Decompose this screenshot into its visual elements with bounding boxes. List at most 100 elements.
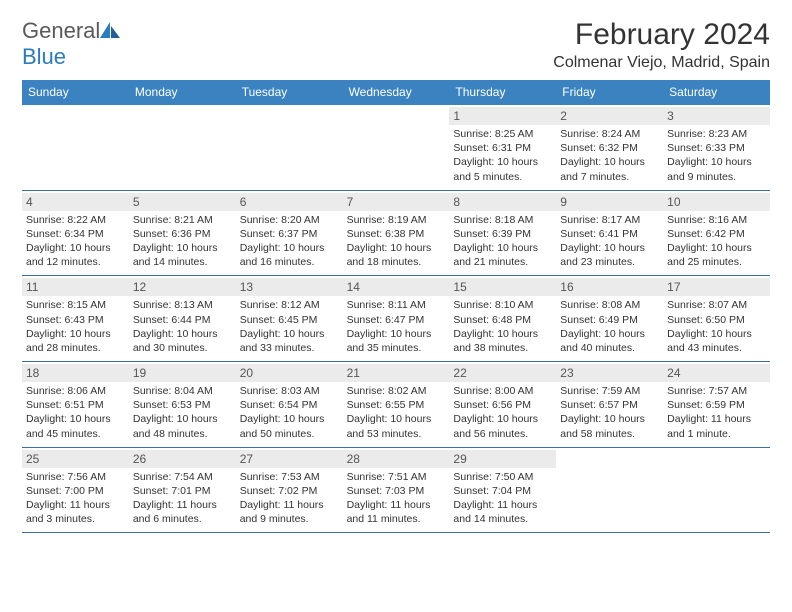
daylight-text: Daylight: 10 hours and 43 minutes. [667, 327, 766, 355]
day-number-row: 7 [343, 193, 450, 211]
daylight-text: Daylight: 10 hours and 40 minutes. [560, 327, 659, 355]
daylight-text: Daylight: 10 hours and 50 minutes. [240, 412, 339, 440]
sunrise-text: Sunrise: 8:04 AM [133, 384, 232, 398]
day-number: 23 [560, 366, 659, 380]
sunrise-text: Sunrise: 8:13 AM [133, 298, 232, 312]
sunrise-text: Sunrise: 8:18 AM [453, 213, 552, 227]
day-info: Sunrise: 8:17 AMSunset: 6:41 PMDaylight:… [560, 213, 659, 270]
weeks-container: 1Sunrise: 8:25 AMSunset: 6:31 PMDaylight… [22, 105, 770, 533]
day-number: 9 [560, 195, 659, 209]
day-number-row: 17 [663, 278, 770, 296]
day-number: 16 [560, 280, 659, 294]
day-info: Sunrise: 7:54 AMSunset: 7:01 PMDaylight:… [133, 470, 232, 527]
daylight-text: Daylight: 10 hours and 7 minutes. [560, 155, 659, 183]
day-cell: 28 Sunrise: 7:51 AMSunset: 7:03 PMDayligh… [343, 448, 450, 533]
sunset-text: Sunset: 6:54 PM [240, 398, 339, 412]
daylight-text: Daylight: 11 hours and 9 minutes. [240, 498, 339, 526]
sunrise-text: Sunrise: 8:12 AM [240, 298, 339, 312]
day-info: Sunrise: 8:04 AMSunset: 6:53 PMDaylight:… [133, 384, 232, 441]
day-info: Sunrise: 8:06 AMSunset: 6:51 PMDaylight:… [26, 384, 125, 441]
daylight-text: Daylight: 10 hours and 38 minutes. [453, 327, 552, 355]
day-info: Sunrise: 7:51 AMSunset: 7:03 PMDaylight:… [347, 470, 446, 527]
day-number-row: 20 [236, 364, 343, 382]
day-number: 11 [26, 280, 125, 294]
day-cell: 2Sunrise: 8:24 AMSunset: 6:32 PMDaylight… [556, 105, 663, 190]
sunrise-text: Sunrise: 7:54 AM [133, 470, 232, 484]
sunset-text: Sunset: 6:50 PM [667, 313, 766, 327]
day-cell: 27Sunrise: 7:53 AMSunset: 7:02 PMDayligh… [236, 448, 343, 533]
day-number: 14 [347, 280, 446, 294]
day-number-row: 18 [22, 364, 129, 382]
day-number-row: 19 [129, 364, 236, 382]
day-cell: 8 Sunrise: 8:18 AMSunset: 6:39 PMDaylight… [449, 191, 556, 276]
sunset-text: Sunset: 6:39 PM [453, 227, 552, 241]
day-cell: 15Sunrise: 8:10 AMSunset: 6:48 PMDayligh… [449, 276, 556, 361]
day-cell [343, 105, 450, 190]
location-label: Colmenar Viejo, Madrid, Spain [553, 54, 770, 72]
sunset-text: Sunset: 6:37 PM [240, 227, 339, 241]
page-header: GeneralBlue February 2024 Colmenar Viejo… [22, 18, 770, 72]
weekday-header: Friday [556, 80, 663, 105]
day-cell: 29 Sunrise: 7:50 AMSunset: 7:04 PMDayligh… [449, 448, 556, 533]
day-number-row: 26 [129, 450, 236, 468]
day-number: 2 [560, 109, 659, 123]
sunrise-text: Sunrise: 8:00 AM [453, 384, 552, 398]
weekday-header: Wednesday [343, 80, 450, 105]
day-cell [663, 448, 770, 533]
day-number: 6 [240, 195, 339, 209]
day-number-row [663, 450, 770, 454]
day-info: Sunrise: 8:23 AMSunset: 6:33 PMDaylight:… [667, 127, 766, 184]
sunrise-text: Sunrise: 8:15 AM [26, 298, 125, 312]
day-number: 20 [240, 366, 339, 380]
sunset-text: Sunset: 6:45 PM [240, 313, 339, 327]
day-number-row: 8 [449, 193, 556, 211]
daylight-text: Daylight: 10 hours and 28 minutes. [26, 327, 125, 355]
daylight-text: Daylight: 10 hours and 30 minutes. [133, 327, 232, 355]
day-number-row: 21 [343, 364, 450, 382]
sunrise-text: Sunrise: 7:50 AM [453, 470, 552, 484]
sunset-text: Sunset: 6:47 PM [347, 313, 446, 327]
day-info: Sunrise: 7:53 AMSunset: 7:02 PMDaylight:… [240, 470, 339, 527]
day-info: Sunrise: 8:18 AMSunset: 6:39 PMDaylight:… [453, 213, 552, 270]
day-info: Sunrise: 8:20 AMSunset: 6:37 PMDaylight:… [240, 213, 339, 270]
day-cell: 24Sunrise: 7:57 AMSunset: 6:59 PMDayligh… [663, 362, 770, 447]
day-number-row: 4 [22, 193, 129, 211]
day-info: Sunrise: 8:19 AMSunset: 6:38 PMDaylight:… [347, 213, 446, 270]
logo-text: GeneralBlue [22, 18, 122, 70]
weekday-header-row: Sunday Monday Tuesday Wednesday Thursday… [22, 80, 770, 105]
sunset-text: Sunset: 7:04 PM [453, 484, 552, 498]
brand-logo: GeneralBlue [22, 18, 122, 70]
sunrise-text: Sunrise: 8:07 AM [667, 298, 766, 312]
daylight-text: Daylight: 10 hours and 23 minutes. [560, 241, 659, 269]
daylight-text: Daylight: 11 hours and 1 minute. [667, 412, 766, 440]
day-info: Sunrise: 7:50 AMSunset: 7:04 PMDaylight:… [453, 470, 552, 527]
sunset-text: Sunset: 6:56 PM [453, 398, 552, 412]
day-number: 15 [453, 280, 552, 294]
day-cell: 17 Sunrise: 8:07 AMSunset: 6:50 PMDayligh… [663, 276, 770, 361]
week-row: 4 Sunrise: 8:22 AMSunset: 6:34 PMDaylight… [22, 191, 770, 277]
day-info: Sunrise: 8:22 AMSunset: 6:34 PMDaylight:… [26, 213, 125, 270]
day-number-row: 28 [343, 450, 450, 468]
day-info: Sunrise: 8:00 AMSunset: 6:56 PMDaylight:… [453, 384, 552, 441]
day-cell: 13Sunrise: 8:12 AMSunset: 6:45 PMDayligh… [236, 276, 343, 361]
sunset-text: Sunset: 7:03 PM [347, 484, 446, 498]
day-number: 19 [133, 366, 232, 380]
sunset-text: Sunset: 6:43 PM [26, 313, 125, 327]
day-info: Sunrise: 7:57 AMSunset: 6:59 PMDaylight:… [667, 384, 766, 441]
day-number-row: 29 [449, 450, 556, 468]
day-info: Sunrise: 8:13 AMSunset: 6:44 PMDaylight:… [133, 298, 232, 355]
day-cell [556, 448, 663, 533]
daylight-text: Daylight: 10 hours and 16 minutes. [240, 241, 339, 269]
day-cell: 18 Sunrise: 8:06 AMSunset: 6:51 PMDayligh… [22, 362, 129, 447]
day-info: Sunrise: 8:08 AMSunset: 6:49 PMDaylight:… [560, 298, 659, 355]
logo-word-2: Blue [22, 44, 66, 69]
day-number-row: 12 [129, 278, 236, 296]
day-number: 18 [26, 366, 125, 380]
sunset-text: Sunset: 6:42 PM [667, 227, 766, 241]
day-number-row: 2 [556, 107, 663, 125]
day-cell: 4 Sunrise: 8:22 AMSunset: 6:34 PMDaylight… [22, 191, 129, 276]
sunset-text: Sunset: 6:49 PM [560, 313, 659, 327]
daylight-text: Daylight: 10 hours and 5 minutes. [453, 155, 552, 183]
daylight-text: Daylight: 10 hours and 21 minutes. [453, 241, 552, 269]
sunrise-text: Sunrise: 8:19 AM [347, 213, 446, 227]
